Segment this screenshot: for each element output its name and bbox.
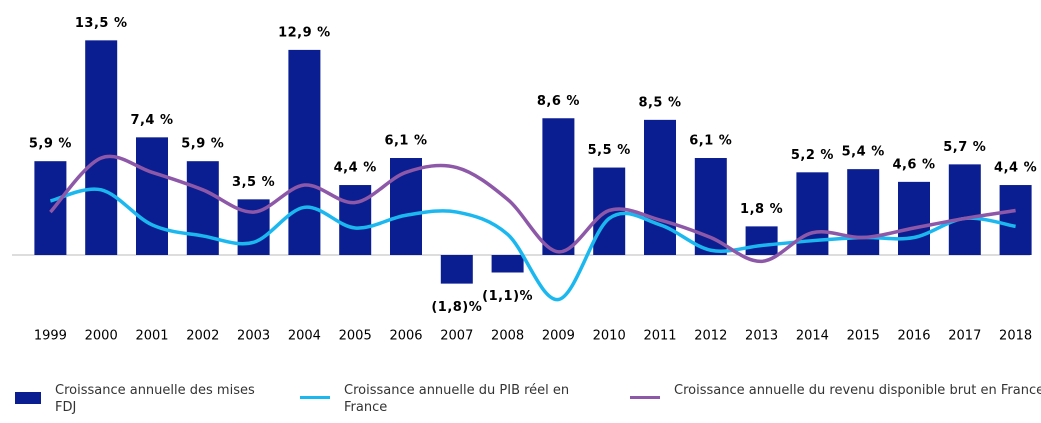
- legend-label: Croissance annuelle des mises FDJ: [55, 383, 255, 415]
- x-tick-label: 2010: [593, 329, 626, 344]
- bar: [745, 226, 778, 255]
- value-label: 13,5 %: [75, 16, 128, 31]
- x-tick-label: 2017: [948, 329, 981, 344]
- bar: [136, 137, 168, 255]
- bar: [694, 158, 727, 255]
- bar: [898, 181, 930, 255]
- legend: Croissance annuelle des mises FDJ Croissa…: [0, 382, 1041, 423]
- bar: [948, 164, 981, 255]
- bar: [288, 49, 321, 255]
- bar: [440, 255, 473, 284]
- value-label: 5,9 %: [181, 137, 224, 152]
- x-tick-label: 2004: [288, 329, 321, 344]
- value-label: 5,2 %: [791, 148, 834, 163]
- x-tick-label: 2013: [745, 329, 778, 344]
- value-label: 5,4 %: [842, 145, 885, 160]
- bar: [85, 40, 118, 255]
- x-tick-label: 2011: [643, 329, 676, 344]
- legend-label: Croissance annuelle du revenu disponible…: [674, 383, 1041, 398]
- value-label: 8,5 %: [638, 95, 681, 110]
- value-label: 4,4 %: [334, 161, 377, 176]
- bar: [339, 185, 372, 255]
- value-label: 5,5 %: [588, 143, 631, 158]
- value-label: 8,6 %: [537, 94, 580, 109]
- value-label: 5,9 %: [29, 137, 72, 152]
- legend-swatch: [300, 396, 330, 399]
- x-tick-label: 2003: [237, 329, 270, 344]
- value-label: 1,8 %: [740, 202, 783, 217]
- bar: [542, 118, 575, 255]
- value-label: (1,1)%: [482, 289, 533, 304]
- x-tick-label: 2018: [999, 329, 1032, 344]
- value-label: 7,4 %: [130, 113, 173, 128]
- value-label: 3,5 %: [232, 175, 275, 190]
- x-tick-label: 2005: [339, 329, 372, 344]
- value-label: 12,9 %: [278, 25, 331, 40]
- x-tick-label: 2001: [135, 329, 168, 344]
- value-label: (1,8)%: [431, 300, 482, 315]
- x-tick-label: 2000: [85, 329, 118, 344]
- legend-label: Croissance annuelle du PIB réel en Franc…: [344, 383, 570, 415]
- x-tick-label: 2015: [847, 329, 880, 344]
- x-tick-label: 1999: [34, 329, 67, 344]
- bar: [491, 255, 524, 273]
- x-tick-label: 2008: [491, 329, 524, 344]
- bar: [34, 161, 67, 255]
- x-tick-label: 2002: [186, 329, 219, 344]
- x-tick-label: 2012: [694, 329, 727, 344]
- x-tick-label: 2006: [389, 329, 422, 344]
- bar: [186, 161, 219, 255]
- value-label: 6,1 %: [384, 134, 427, 149]
- value-label: 5,7 %: [943, 140, 986, 155]
- bar: [999, 185, 1032, 255]
- value-label: 4,6 %: [892, 157, 935, 172]
- line: [49, 154, 1016, 264]
- legend-swatch: [15, 392, 41, 404]
- value-label: 4,4 %: [994, 161, 1037, 176]
- x-tick-label: 2007: [440, 329, 473, 344]
- legend-item: Croissance annuelle du revenu disponible…: [630, 382, 1041, 399]
- legend-item: Croissance annuelle des mises FDJ: [15, 382, 275, 416]
- legend-swatch: [630, 396, 660, 399]
- bar: [644, 119, 676, 255]
- legend-item: Croissance annuelle du PIB réel en Franc…: [300, 382, 604, 416]
- chart: 1999 2000 2001 2002 2003 2004 2005 2006 2007 2008…: [12, 16, 1037, 344]
- value-label: 6,1 %: [689, 134, 732, 149]
- bar: [847, 169, 880, 255]
- x-tick-label: 2016: [897, 329, 930, 344]
- x-tick-label: 2009: [542, 329, 575, 344]
- x-tick-label: 2014: [796, 329, 829, 344]
